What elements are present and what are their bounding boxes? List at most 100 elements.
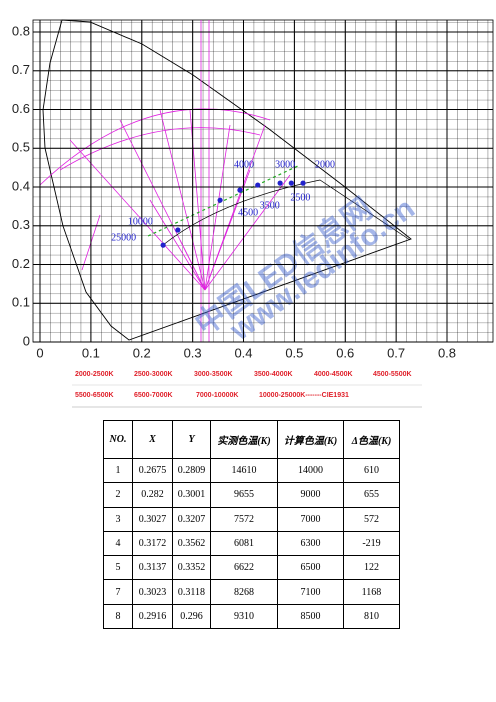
table-row: 3 0.3027 0.3207 7572 7000 572 (103, 506, 400, 532)
y-tick-label: 0.5 (12, 140, 30, 155)
table-cell: 7000 (277, 506, 344, 532)
legend-label: 6500-7000K (134, 392, 173, 399)
header-cell: 计算色温(K) (277, 420, 344, 459)
spectral-locus (42, 19, 412, 341)
point-label: 3000 (275, 159, 295, 170)
point-label: 10000 (128, 216, 153, 227)
table-cell: 572 (343, 506, 400, 532)
table-cell: 3 (103, 506, 133, 532)
table-row: 8 0.2916 0.296 9310 8500 810 (103, 603, 400, 630)
blackbody-point (160, 242, 166, 248)
legend-label: 10000-25000K-------CIE1931 (259, 392, 349, 399)
table-cell: 610 (343, 457, 400, 484)
point-label: 25000 (111, 232, 136, 243)
x-tick-label: 0.4 (234, 345, 252, 360)
table-cell: 7572 (210, 506, 278, 532)
table-cell: 0.3023 (132, 579, 173, 605)
table-cell: 0.3027 (132, 506, 173, 532)
table-cell: 0.2916 (132, 603, 173, 630)
header-cell: 实测色温(K) (210, 420, 278, 459)
table-row: 2 0.282 0.3001 9655 9000 655 (103, 482, 400, 508)
cie-chart: 中国LED信息网 www.ledinfo.cn 0 0.1 0.2 0.3 0.4 0.5… (12, 19, 494, 408)
table-cell: 0.3562 (172, 530, 211, 557)
y-tick-label: 0.2 (12, 256, 30, 271)
legend-label: 2000-2500K (75, 371, 114, 378)
table-cell: 8 (103, 603, 133, 630)
table-cell: 0.282 (132, 482, 173, 508)
table-cell: 1 (103, 457, 133, 484)
legend-label: 5500-6500K (75, 392, 114, 399)
table-cell: 9655 (210, 482, 278, 508)
table-cell: 9310 (210, 603, 278, 630)
header-cell: NO. (103, 420, 133, 459)
green-line (147, 164, 301, 237)
legend-label: 4000-4500K (314, 371, 353, 378)
point-label: 2500 (290, 192, 310, 203)
y-tick-label: 0.4 (12, 178, 30, 193)
table-row: 1 0.2675 0.2809 14610 14000 610 (103, 457, 400, 484)
y-tick-label: 0.6 (12, 101, 30, 116)
table-cell: 0.3172 (132, 530, 173, 557)
table-cell: 7100 (277, 579, 344, 605)
blackbody-point (300, 180, 306, 186)
table-cell: 8500 (277, 603, 344, 630)
table-cell: 8268 (210, 579, 278, 605)
table-cell: 14000 (277, 457, 344, 484)
table-cell: 0.3352 (172, 555, 211, 581)
x-tick-label: 0.7 (387, 345, 405, 360)
blackbody-point (217, 197, 223, 203)
data-table: NO. X Y 实测色温(K) 计算色温(K) Δ色温(K) 1 0.2675 0.2809 1… (103, 420, 400, 630)
legend-label: 3000-3500K (194, 371, 233, 378)
point-label: 4500 (238, 207, 258, 218)
table-cell: 0.3118 (172, 579, 211, 605)
table-cell: 6622 (210, 555, 278, 581)
header-cell: Y (172, 420, 211, 459)
table-cell: 655 (343, 482, 400, 508)
table-cell: 810 (343, 603, 400, 630)
x-tick-label: 0.1 (82, 345, 100, 360)
x-tick-label: 0 (36, 345, 43, 360)
y-tick-label: 0.3 (12, 217, 30, 232)
blackbody-point (237, 187, 243, 193)
blackbody-point (255, 182, 261, 188)
y-tick-label: 0.1 (12, 295, 30, 310)
table-cell: 0.3001 (172, 482, 211, 508)
legend-label: 4500-5500K (373, 371, 412, 378)
table-cell: 0.2809 (172, 457, 211, 484)
y-tick-label: 0.8 (12, 23, 30, 38)
planckian-locus (162, 179, 411, 246)
table-cell: 0.3137 (132, 555, 173, 581)
table-row: 5 0.3137 0.3352 6622 6500 122 (103, 555, 400, 581)
table-cell: 2 (103, 482, 133, 508)
table-cell: 6081 (210, 530, 278, 557)
table-row: 7 0.3023 0.3118 8268 7100 1168 (103, 579, 400, 605)
y-tick-label: 0.7 (12, 62, 30, 77)
table-cell: 6300 (277, 530, 344, 557)
x-tick-label: 0.2 (133, 345, 151, 360)
minor-grid (33, 20, 493, 342)
table-cell: 14610 (210, 457, 278, 484)
point-label: 2000 (315, 159, 335, 170)
table-cell: 7 (103, 579, 133, 605)
table-cell: 9000 (277, 482, 344, 508)
legend-label: 2500-3000K (134, 371, 173, 378)
point-label: 4000 (234, 159, 254, 170)
table-cell: 0.296 (172, 603, 211, 630)
x-tick-label: 0.8 (438, 345, 456, 360)
point-label: 3500 (260, 200, 280, 211)
header-cell: Δ色温(K) (343, 420, 400, 459)
legend-label: 3500-4000K (254, 371, 293, 378)
x-tick-label: 0.6 (336, 345, 354, 360)
table-cell: 5 (103, 555, 133, 581)
blackbody-point (277, 180, 283, 186)
x-tick-label: 0.3 (184, 345, 202, 360)
table-cell: -219 (343, 530, 400, 557)
table-cell: 0.3207 (172, 506, 211, 532)
table-cell: 1168 (343, 579, 400, 605)
table-cell: 122 (343, 555, 400, 581)
table-cell: 4 (103, 530, 133, 557)
blackbody-point (288, 180, 294, 186)
header-cell: X (132, 420, 173, 459)
y-tick-label: 0 (23, 333, 30, 348)
